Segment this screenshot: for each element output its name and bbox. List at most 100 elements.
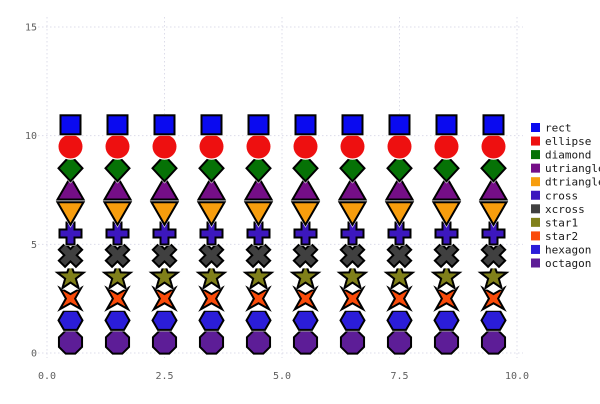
marker-dtriangle	[431, 201, 462, 227]
marker-rect	[294, 114, 317, 136]
marker-diamond	[480, 153, 507, 183]
marker-hexagon	[433, 309, 460, 331]
marker-rect	[106, 114, 129, 136]
y-tick-label: 15	[25, 23, 37, 34]
marker-hexagon	[245, 309, 272, 331]
series-utriangle	[54, 174, 510, 201]
legend-label: dtriangle	[545, 176, 600, 189]
legend-label: xcross	[545, 203, 585, 216]
marker-ellipse	[293, 134, 318, 159]
marker-rect	[247, 114, 270, 136]
marker-cross	[481, 221, 506, 246]
marker-cross	[199, 221, 224, 246]
legend: rectellipsediamondutriangledtrianglecros…	[531, 122, 600, 270]
legend-label: diamond	[545, 149, 591, 162]
series-rect	[59, 113, 505, 136]
marker-rect	[435, 114, 458, 136]
marker-utriangle	[149, 175, 180, 201]
marker-star1	[195, 260, 228, 291]
marker-octagon	[151, 329, 178, 355]
marker-utriangle	[102, 175, 133, 201]
legend-swatch-diamond	[531, 150, 540, 160]
marker-hexagon	[151, 309, 178, 331]
marker-dtriangle	[55, 201, 86, 227]
legend-item-octagon: octagon	[531, 257, 591, 270]
legend-swatch-star2	[531, 231, 540, 241]
marker-cross	[293, 221, 318, 246]
marker-dtriangle	[149, 201, 180, 227]
series-hexagon	[56, 309, 508, 332]
legend-swatch-utriangle	[531, 163, 540, 173]
marker-star2	[57, 285, 84, 312]
legend-item-diamond: diamond	[531, 149, 591, 162]
marker-hexagon	[57, 309, 84, 331]
marker-diamond	[245, 153, 272, 183]
series-octagon	[57, 329, 507, 356]
marker-diamond	[433, 153, 460, 183]
legend-swatch-cross	[531, 190, 540, 200]
legend-label: star2	[545, 230, 578, 243]
marker-octagon	[198, 329, 225, 355]
marker-ellipse	[152, 134, 177, 159]
axis-tick-labels: 0 5 10 15 0.0 2.5 5.0 7.5 10.0	[25, 23, 529, 382]
marker-cross	[105, 221, 130, 246]
marker-rect	[482, 114, 505, 136]
marker-rect	[59, 114, 82, 136]
marker-hexagon	[339, 309, 366, 331]
marker-utriangle	[55, 175, 86, 201]
marker-cross	[434, 221, 459, 246]
marker-star1	[289, 260, 322, 291]
series-ellipse	[57, 133, 507, 160]
marker-cross	[246, 221, 271, 246]
marker-ellipse	[105, 134, 130, 159]
marker-diamond	[339, 153, 366, 183]
marker-dtriangle	[384, 201, 415, 227]
legend-swatch-rect	[531, 123, 540, 132]
legend-label: octagon	[545, 257, 591, 270]
marker-ellipse	[481, 134, 506, 159]
x-tick-label: 10.0	[505, 371, 529, 382]
series-xcross	[57, 242, 507, 269]
marker-dtriangle	[337, 201, 368, 227]
legend-item-xcross: xcross	[531, 203, 585, 216]
legend-swatch-hexagon	[531, 244, 540, 254]
x-tick-label: 0.0	[38, 371, 56, 382]
marker-octagon	[433, 329, 460, 355]
marker-star2	[433, 285, 460, 312]
y-tick-label: 5	[31, 240, 37, 251]
legend-swatch-star1	[531, 217, 540, 227]
marker-diamond	[151, 153, 178, 183]
legend-label: utriangle	[545, 162, 600, 175]
marker-utriangle	[196, 175, 227, 201]
marker-cross	[152, 221, 177, 246]
marker-rect	[153, 114, 176, 136]
y-tick-label: 10	[25, 131, 37, 142]
x-tick-label: 2.5	[155, 371, 173, 382]
series-cross	[58, 220, 506, 246]
marker-ellipse	[246, 134, 271, 159]
marker-star1	[383, 260, 416, 291]
marker-ellipse	[387, 134, 412, 159]
marker-dtriangle	[243, 201, 274, 227]
marker-star1	[242, 260, 275, 291]
marker-utriangle	[243, 175, 274, 201]
marker-utriangle	[384, 175, 415, 201]
marker-dtriangle	[102, 201, 133, 227]
legend-item-dtriangle: dtriangle	[531, 176, 600, 189]
marker-rect	[200, 114, 223, 136]
marker-hexagon	[480, 309, 507, 331]
marker-star2	[104, 285, 131, 312]
marker-hexagon	[198, 309, 225, 331]
legend-label: rect	[545, 122, 572, 135]
marker-octagon	[339, 329, 366, 355]
legend-item-star1: star1	[531, 216, 578, 229]
marker-star1	[101, 260, 134, 291]
marker-rect	[388, 114, 411, 136]
marker-ellipse	[434, 134, 459, 159]
legend-label: hexagon	[545, 243, 591, 256]
legend-item-star2: star2	[531, 230, 578, 243]
marker-ellipse	[340, 134, 365, 159]
legend-item-hexagon: hexagon	[531, 243, 591, 256]
marker-utriangle	[290, 175, 321, 201]
